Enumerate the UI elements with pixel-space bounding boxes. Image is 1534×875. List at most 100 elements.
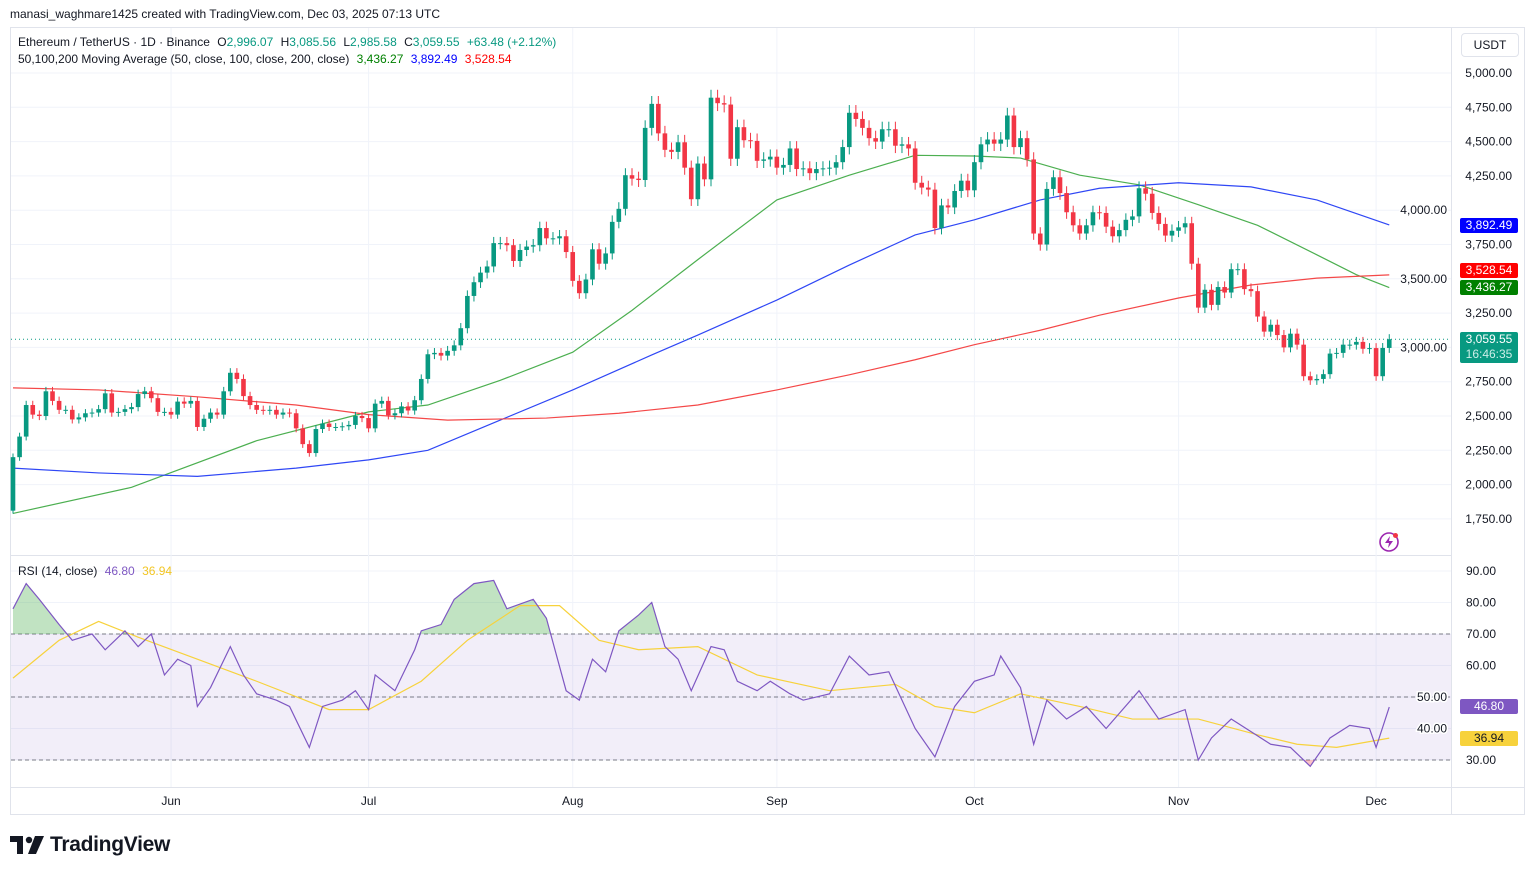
currency-button[interactable]: USDT (1461, 33, 1519, 57)
candle-body (274, 409, 279, 415)
candle (307, 440, 312, 457)
candle (886, 121, 892, 137)
candle-body (116, 411, 121, 413)
candle (1196, 257, 1201, 314)
rsi-tick-label: 40.00 (1417, 722, 1447, 736)
candle-body (1235, 269, 1241, 271)
candle (1242, 263, 1247, 295)
price-tick-label: 3,000.00 (1400, 340, 1447, 354)
candle (912, 141, 918, 190)
candle-body (1255, 291, 1260, 317)
candle (728, 96, 734, 166)
candle-body (544, 228, 549, 239)
candle (313, 425, 319, 457)
candle (445, 345, 450, 361)
candle-body (879, 129, 885, 142)
tradingview-logo[interactable]: TradingView (10, 833, 170, 857)
lightning-icon[interactable] (1378, 531, 1400, 553)
candle (1169, 224, 1175, 242)
candle (557, 229, 562, 245)
candle-body (412, 400, 417, 411)
candle (893, 121, 898, 154)
candle (1327, 348, 1333, 379)
candle-body (675, 142, 681, 152)
candle (1281, 329, 1287, 353)
candle-body (1103, 212, 1109, 227)
candle (1235, 263, 1241, 276)
candle (570, 245, 576, 287)
candle (616, 202, 622, 229)
candle-body (1314, 378, 1320, 381)
candle (135, 389, 141, 412)
candle (1057, 170, 1063, 200)
rsi-legend-title[interactable]: RSI (14, close) (18, 564, 98, 578)
candle-body (649, 103, 655, 128)
candle-body (853, 112, 859, 119)
candle (675, 134, 681, 160)
candle (544, 221, 549, 245)
candle-body (570, 252, 576, 281)
candle-body (563, 236, 569, 253)
candle (1189, 216, 1195, 270)
candle-body (300, 428, 306, 445)
pane-divider (11, 555, 1451, 556)
candle (682, 134, 687, 175)
candle (1136, 181, 1142, 223)
candle-body (89, 412, 95, 414)
candle-body (228, 372, 233, 392)
candle-body (221, 391, 227, 415)
candle-body (175, 401, 180, 415)
candle-body (63, 409, 68, 411)
candle-body (43, 391, 49, 416)
candle (320, 419, 325, 433)
candle-body (280, 412, 286, 415)
candle (899, 136, 905, 154)
candle (102, 388, 108, 414)
rsi-tick-label: 50.00 (1417, 690, 1447, 704)
candle-body (287, 412, 292, 414)
candle (642, 120, 648, 187)
candle-body (1380, 347, 1385, 377)
candle (214, 408, 220, 419)
candle-body (1202, 289, 1208, 308)
candle (800, 161, 806, 177)
candle-body (623, 175, 628, 209)
candle (326, 419, 332, 431)
candle (1182, 216, 1188, 234)
candle-body (142, 391, 147, 395)
candle (735, 119, 740, 166)
candle-body (893, 129, 898, 146)
candle (484, 260, 490, 279)
rsi-ma-value: 36.94 (142, 564, 173, 578)
price-tick-label: 3,750.00 (1465, 238, 1512, 252)
low-label: L (343, 35, 351, 49)
candle-body (748, 140, 753, 142)
candle (906, 136, 911, 156)
candle-body (346, 424, 352, 427)
candle-body (912, 148, 918, 183)
candle (596, 243, 602, 270)
candle (162, 407, 167, 417)
symbol-title[interactable]: Ethereum / TetherUS · 1D · Binance (18, 35, 210, 49)
candle (629, 168, 635, 186)
candle-body (1189, 223, 1195, 264)
candle-body (497, 243, 503, 245)
candle-body (609, 221, 615, 254)
candle (1116, 223, 1122, 243)
candle (399, 402, 404, 418)
ma-legend: 50,100,200 Moving Average (50, close, 10… (18, 52, 516, 66)
candle-body (517, 249, 523, 261)
candle-body (695, 163, 701, 200)
candle (497, 236, 503, 250)
candle-body (379, 400, 385, 404)
rsi-tick-label: 90.00 (1466, 564, 1496, 578)
candle-body (1281, 335, 1287, 348)
rsi-tick-label: 80.00 (1466, 596, 1496, 610)
ma-legend-title[interactable]: 50,100,200 Moving Average (50, close, 10… (18, 52, 350, 66)
price-tick-label: 4,500.00 (1465, 135, 1512, 149)
candle (478, 266, 483, 288)
time-tick-label: Oct (965, 794, 984, 808)
candle-body (767, 156, 773, 160)
candle (23, 400, 29, 441)
